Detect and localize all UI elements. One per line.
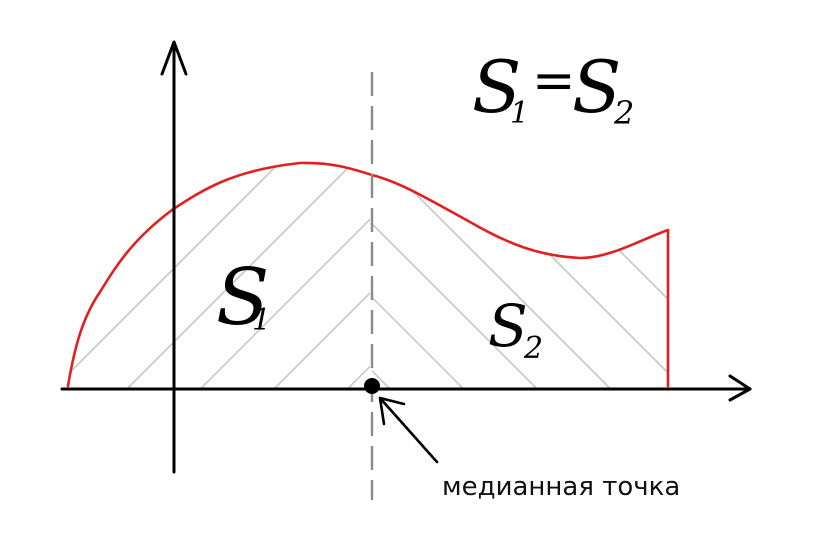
formula-s2-subscript: 2 [613, 94, 634, 132]
y-axis-arrow-icon [160, 40, 188, 76]
formula-s2-letter: S [572, 45, 621, 129]
hatch-region-right [372, 175, 668, 388]
median-point-label: медианная точка [442, 472, 680, 502]
median-pointer-arrow-icon [378, 396, 439, 464]
formula-s1-subscript: 1 [510, 96, 529, 131]
formula-equals-sign: = [532, 51, 576, 111]
hatch-region-left [68, 162, 370, 388]
region-label-s1-letter: S [216, 253, 269, 343]
x-axis-arrow-icon [728, 374, 752, 402]
median-point [364, 378, 380, 394]
region-label-s2-subscript: 2 [523, 331, 543, 366]
region-label-s2-letter: S [488, 292, 528, 360]
region-label-s1-subscript: 1 [252, 303, 271, 338]
density-curve [66, 161, 670, 388]
formula-s1-letter: S [472, 45, 521, 129]
